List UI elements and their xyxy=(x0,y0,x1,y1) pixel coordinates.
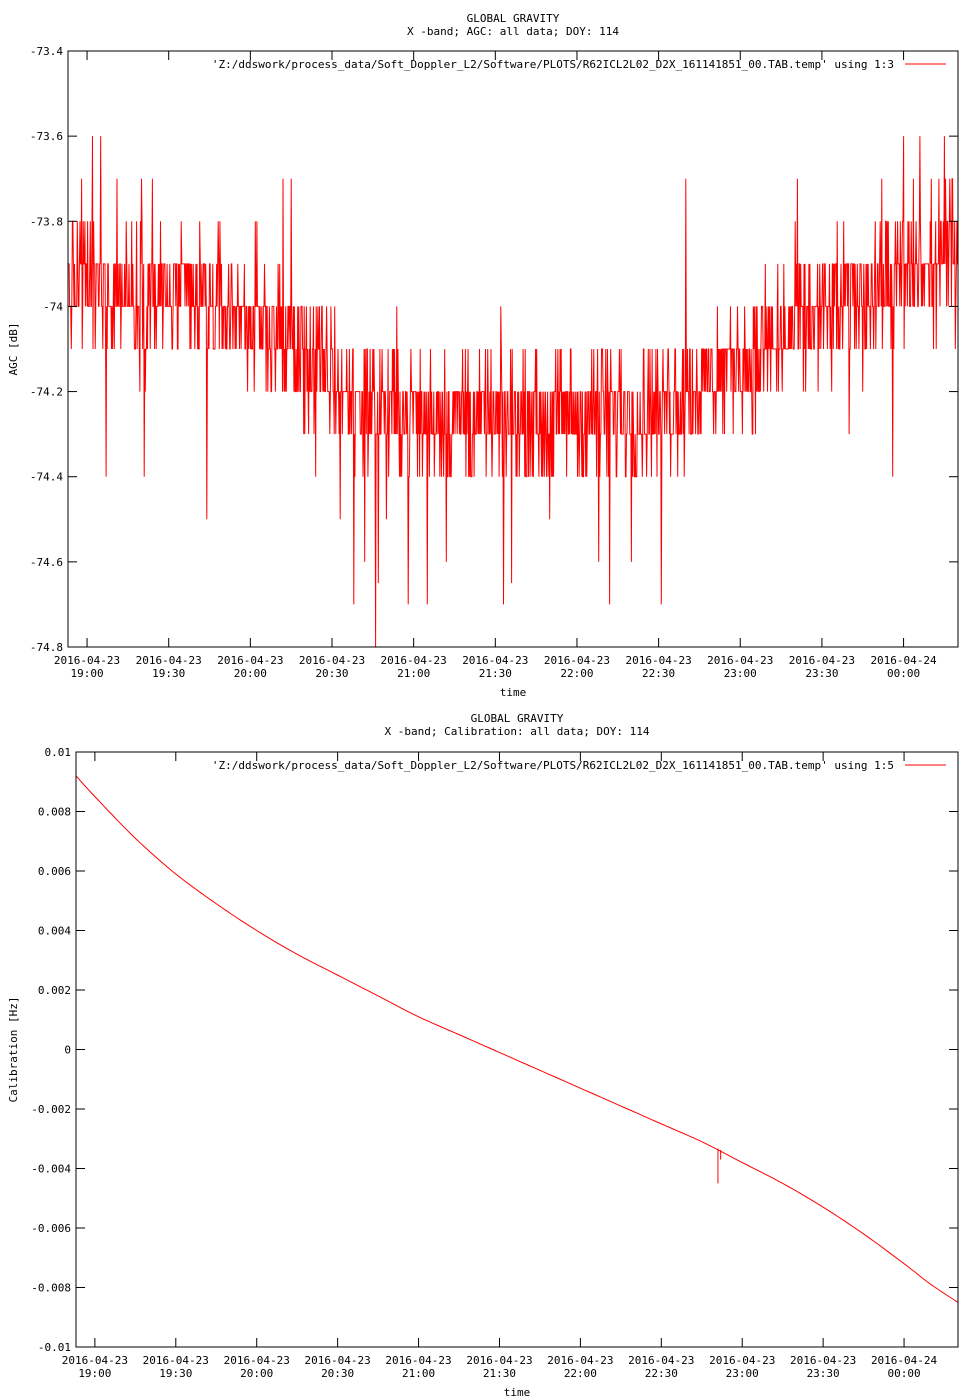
x-tick-label-time: 22:00 xyxy=(564,1367,597,1380)
series-1 xyxy=(68,136,958,647)
x-tick-label-date: 2016-04-23 xyxy=(709,1354,775,1367)
y-tick-label: -74.6 xyxy=(30,556,63,569)
y-tick-label: -0.006 xyxy=(31,1222,71,1235)
x-tick-label-date: 2016-04-23 xyxy=(299,654,365,667)
y-tick-label: 0.01 xyxy=(45,746,72,759)
x-tick-label-time: 19:00 xyxy=(78,1367,111,1380)
x-tick-label-time: 21:30 xyxy=(479,667,512,680)
chart-subtitle: X -band; Calibration: all data; DOY: 114 xyxy=(385,725,650,738)
y-tick-label: 0.006 xyxy=(38,865,71,878)
legend-label: 'Z:/ddswork/process_data/Soft_Doppler_L2… xyxy=(212,58,894,71)
x-tick-label-time: 22:30 xyxy=(645,1367,678,1380)
x-tick-label-time: 20:30 xyxy=(321,1367,354,1380)
x-tick-label-time: 23:30 xyxy=(805,667,838,680)
y-tick-label: 0.002 xyxy=(38,984,71,997)
x-tick-label-date: 2016-04-23 xyxy=(547,1354,613,1367)
x-tick-label-time: 20:00 xyxy=(234,667,267,680)
y-tick-label: -73.8 xyxy=(30,215,63,228)
y-tick-label: -0.002 xyxy=(31,1103,71,1116)
x-tick-label-date: 2016-04-23 xyxy=(54,654,120,667)
chart-subtitle: X -band; AGC: all data; DOY: 114 xyxy=(407,25,619,38)
series-line xyxy=(68,136,958,647)
chart-title: GLOBAL GRAVITY xyxy=(467,12,560,25)
x-tick-label-time: 21:00 xyxy=(402,1367,435,1380)
x-tick-label-time: 23:00 xyxy=(726,1367,759,1380)
y-tick-label: -73.6 xyxy=(30,130,63,143)
chart-title: GLOBAL GRAVITY xyxy=(471,712,564,725)
x-tick-label-time: 19:00 xyxy=(70,667,103,680)
x-tick-label-time: 22:30 xyxy=(642,667,675,680)
y-tick-label: 0.008 xyxy=(38,806,71,819)
x-tick-label-date: 2016-04-24 xyxy=(870,654,937,667)
y-tick-label: 0.004 xyxy=(38,925,71,938)
x-tick-label-date: 2016-04-23 xyxy=(224,1354,290,1367)
x-tick-label-date: 2016-04-23 xyxy=(789,654,855,667)
x-tick-label-time: 00:00 xyxy=(887,1367,920,1380)
x-tick-label-date: 2016-04-23 xyxy=(790,1354,856,1367)
x-tick-label-date: 2016-04-23 xyxy=(628,1354,694,1367)
x-tick-label-date: 2016-04-23 xyxy=(385,1354,451,1367)
y-tick-label: -74.2 xyxy=(30,386,63,399)
x-tick-label-time: 21:30 xyxy=(483,1367,516,1380)
x-tick-label-date: 2016-04-23 xyxy=(707,654,773,667)
plot-frame xyxy=(75,751,959,1348)
x-axis-label: time xyxy=(504,1386,531,1399)
x-tick-label-time: 23:30 xyxy=(807,1367,840,1380)
x-tick-label-date: 2016-04-23 xyxy=(462,654,528,667)
y-tick-label: 0 xyxy=(64,1044,71,1057)
x-tick-label-date: 2016-04-24 xyxy=(871,1354,938,1367)
x-tick-label-time: 00:00 xyxy=(887,667,920,680)
y-axis-label: AGC [dB] xyxy=(7,323,20,376)
series-line xyxy=(76,775,958,1303)
legend-label: 'Z:/ddswork/process_data/Soft_Doppler_L2… xyxy=(212,759,894,772)
x-tick-label-date: 2016-04-23 xyxy=(305,1354,371,1367)
y-axis-label: Calibration [Hz] xyxy=(7,997,20,1103)
x-tick-label-date: 2016-04-23 xyxy=(217,654,283,667)
x-tick-label-time: 22:00 xyxy=(560,667,593,680)
x-tick-label-time: 19:30 xyxy=(159,1367,192,1380)
x-tick-label-date: 2016-04-23 xyxy=(466,1354,532,1367)
series-1 xyxy=(76,775,958,1303)
x-axis-label: time xyxy=(500,686,527,699)
y-tick-label: -74.4 xyxy=(30,471,63,484)
plot-frame xyxy=(67,50,959,648)
x-tick-label-date: 2016-04-23 xyxy=(381,654,447,667)
x-tick-label-date: 2016-04-23 xyxy=(62,1354,128,1367)
x-tick-label-date: 2016-04-23 xyxy=(625,654,691,667)
y-tick-label: -0.008 xyxy=(31,1282,71,1295)
y-tick-label: -73.4 xyxy=(30,45,63,58)
x-tick-label-time: 20:00 xyxy=(240,1367,273,1380)
y-tick-label: -0.01 xyxy=(38,1341,71,1354)
x-tick-label-date: 2016-04-23 xyxy=(143,1354,209,1367)
x-tick-label-time: 20:30 xyxy=(315,667,348,680)
x-tick-label-time: 19:30 xyxy=(152,667,185,680)
y-tick-label: -74 xyxy=(43,300,63,313)
x-tick-label-time: 21:00 xyxy=(397,667,430,680)
x-tick-label-date: 2016-04-23 xyxy=(136,654,202,667)
y-tick-label: -74.8 xyxy=(30,641,63,654)
x-tick-label-date: 2016-04-23 xyxy=(544,654,610,667)
y-tick-label: -0.004 xyxy=(31,1163,71,1176)
x-tick-label-time: 23:00 xyxy=(724,667,757,680)
